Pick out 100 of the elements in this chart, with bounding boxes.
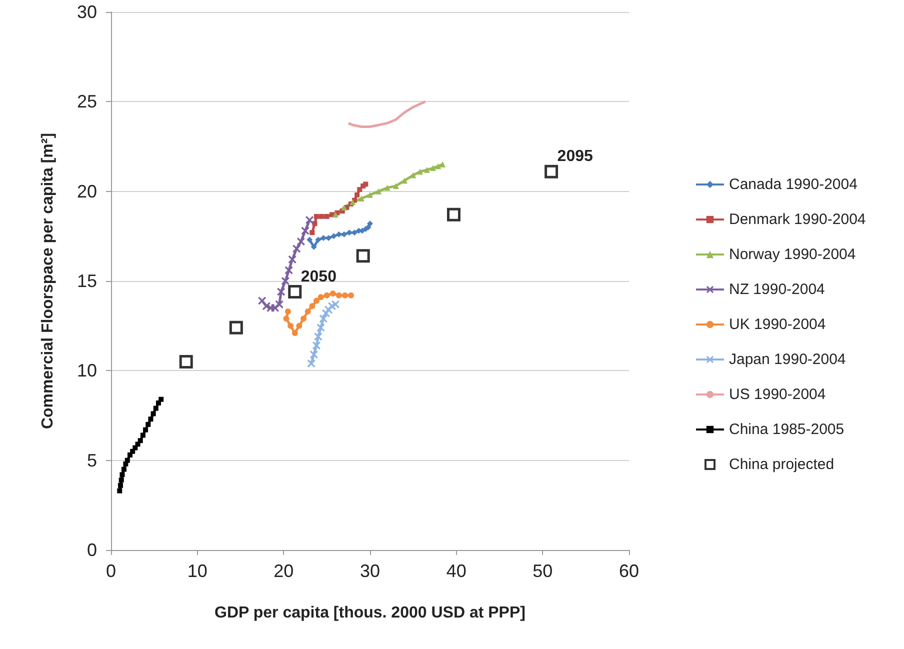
annotation: 2050 [300,268,337,286]
legend-label: China projected [729,456,834,473]
x-tick-label: 60 [618,561,640,581]
point [158,396,164,402]
point [296,322,302,329]
point [284,266,293,274]
point [367,192,373,198]
point [132,445,138,450]
point [306,236,313,243]
point [121,466,126,472]
point [306,216,314,224]
point [124,458,130,463]
legend-label: Japan 1990-2004 [729,351,846,368]
point [446,208,460,222]
point [288,285,302,299]
point [288,322,294,329]
point [143,427,148,432]
point [304,308,311,314]
point [348,292,354,298]
point [384,184,390,191]
point [312,342,320,350]
point [324,292,330,298]
point [118,482,123,488]
point [301,226,310,235]
point [331,300,340,308]
point [275,300,284,308]
annotation: 2095 [557,148,593,166]
legend-label: Canada 1990-2004 [729,176,858,193]
point [258,296,266,305]
point [350,199,356,206]
point [342,292,348,298]
point [440,161,446,168]
point [332,212,338,218]
point [354,192,360,198]
point [319,314,328,323]
point [288,255,296,264]
y-tick-label: 0 [86,540,97,560]
point [277,288,286,296]
point [146,422,151,427]
legend-label: Norway 1990-2004 [729,246,856,263]
point [309,303,316,310]
point [430,165,436,172]
x-tick-label: 40 [446,561,466,581]
x-tick-label: 0 [106,561,116,581]
point [140,432,146,438]
point [314,214,319,219]
point [330,290,336,297]
point [324,214,330,219]
point [313,298,320,304]
point [544,164,558,178]
point [310,350,318,359]
legend-label: US 1990-2004 [729,386,826,403]
point [315,236,322,243]
point [283,316,290,322]
point [358,196,364,202]
point [153,406,158,411]
point [292,330,298,336]
point [307,359,316,368]
point [367,220,373,227]
x-axis-title: GDP per capita [thous. 2000 USD at PPP] [214,604,526,622]
point [357,187,362,192]
legend-label: Denmark 1990-2004 [729,211,866,228]
x-tick-label: 30 [360,561,380,581]
point [316,324,325,332]
line-series [347,100,427,128]
point [296,238,305,246]
point [363,182,368,187]
x-tick-label: 10 [187,561,208,581]
point [310,244,317,250]
point [300,316,307,322]
x-tick-label: 50 [532,561,553,581]
point [120,472,125,478]
y-tick-label: 15 [76,271,97,291]
point [319,214,324,219]
y-tick-label: 10 [76,360,97,381]
point [435,163,442,170]
y-tick-label: 25 [76,92,97,112]
point [417,168,424,175]
legend-label: UK 1990-2004 [729,316,826,333]
point [314,332,322,341]
y-tick-label: 20 [76,181,97,202]
point [179,354,193,368]
legend-label: China 1985-2005 [729,421,844,438]
point [330,233,337,240]
y-tick-label: 30 [76,2,97,22]
point [292,244,301,253]
point [336,292,342,298]
point [356,249,370,263]
point [341,204,348,210]
point [410,172,416,178]
point [318,294,324,300]
y-axis-title: Commercial Floorspace per capita [m²] [40,132,56,430]
point [312,221,318,226]
point [392,182,399,189]
point [118,478,124,483]
point [376,188,382,194]
point [117,488,122,494]
point [148,416,154,422]
point [138,438,143,444]
y-tick-label: 5 [86,450,97,470]
